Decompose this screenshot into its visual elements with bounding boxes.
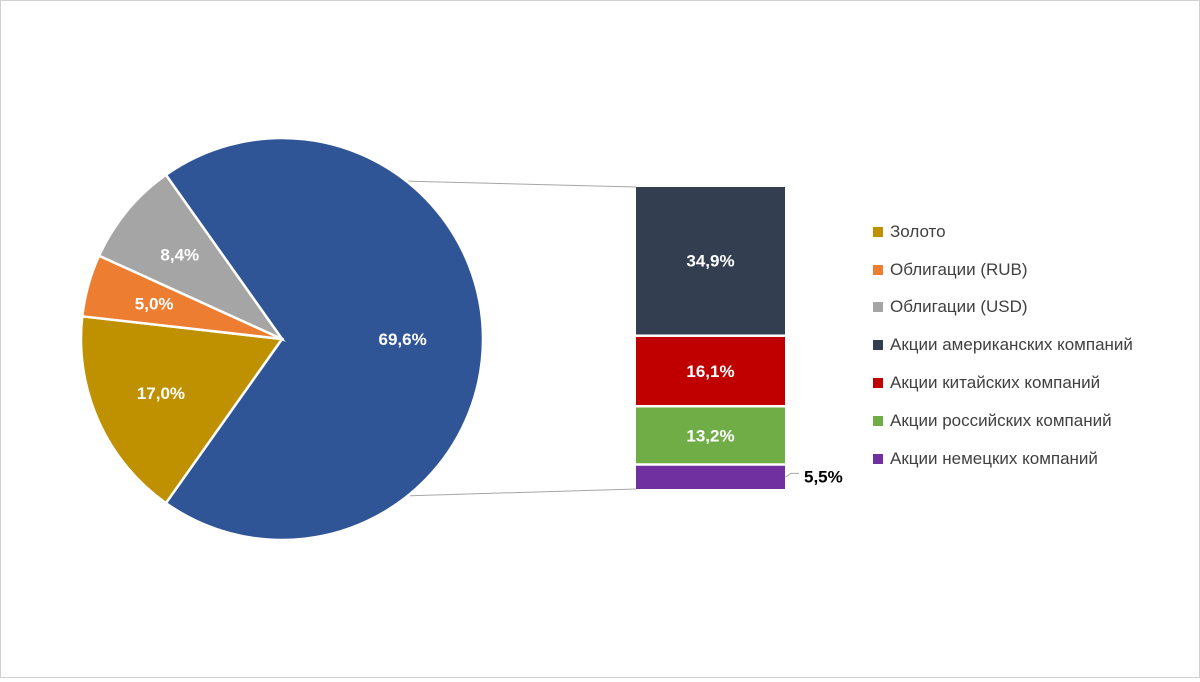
legend-label: Акции американских компаний (890, 335, 1133, 355)
pie-slice-0 (164, 136, 485, 542)
legend-swatch (873, 340, 883, 351)
legend-swatch (873, 378, 883, 389)
legend-item-1: Облигации (RUB) (873, 251, 1133, 289)
pie: 69,6% 17,0% 5,0% 8,4% (79, 136, 485, 542)
legend-swatch (873, 302, 883, 313)
bar-segment-label-0: 34,9% (686, 252, 734, 271)
legend-item-6: Акции немецких компаний (873, 440, 1133, 478)
pie-slice-label-3: 8,4% (160, 245, 199, 264)
legend-label: Акции немецких компаний (890, 448, 1098, 468)
legend-swatch (873, 226, 883, 237)
pie-slice-label-1: 17,0% (137, 384, 185, 403)
bar-segment-0 (636, 187, 785, 335)
legend-item-4: Акции китайских компаний (873, 364, 1133, 402)
legend-swatch (873, 264, 883, 275)
bar-segment-label-1: 16,1% (686, 362, 734, 381)
legend-label: Акции китайских компаний (890, 373, 1101, 393)
legend: Золото Облигации (RUB) Облигации (USD) Акци… (873, 213, 1133, 478)
legend-item-5: Акции российских компаний (873, 402, 1133, 440)
stacked-bar: 34,9% 16,1% 13,2% 5,5% (636, 187, 843, 489)
pie-slice-label-0: 69,6% (378, 330, 426, 349)
bar-segment-2 (636, 407, 785, 464)
bar-segment-3 (636, 465, 785, 489)
legend-swatch (873, 453, 883, 464)
bar-segment-1 (636, 336, 785, 405)
legend-item-3: Акции американских компаний (873, 326, 1133, 364)
bar-segment-label-2: 13,2% (686, 426, 734, 445)
bar-segment-label-3: 5,5% (804, 467, 843, 486)
pie-slice-label-2: 5,0% (135, 295, 174, 314)
legend-label: Облигации (RUB) (890, 259, 1028, 279)
legend-label: Золото (890, 221, 946, 241)
bar-segment-leader-3 (784, 472, 799, 478)
legend-label: Облигации (USD) (890, 297, 1028, 317)
legend-item-0: Золото (873, 213, 1133, 251)
legend-swatch (873, 415, 883, 426)
pie-slice-3 (97, 173, 286, 343)
legend-item-2: Облигации (USD) (873, 289, 1133, 327)
legend-label: Акции российских компаний (890, 410, 1112, 430)
pie-slice-1 (79, 314, 285, 505)
